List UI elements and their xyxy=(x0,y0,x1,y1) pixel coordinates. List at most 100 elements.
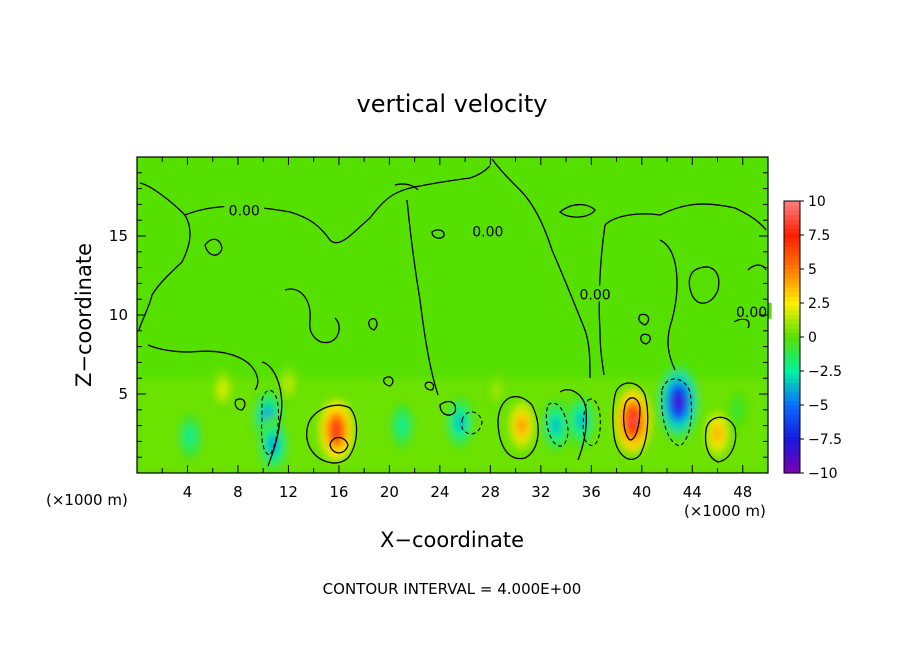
colorbar-label: 2.5 xyxy=(808,296,830,312)
contour-line xyxy=(461,411,483,435)
colorbar-segment xyxy=(784,377,800,383)
colorbar-segment xyxy=(784,341,800,347)
colorbar-segment xyxy=(784,214,800,220)
colorbar-segment xyxy=(784,441,800,447)
x-tick-label: 8 xyxy=(233,483,243,501)
colorbar-segment xyxy=(784,241,800,247)
contour-line xyxy=(368,318,378,331)
colorbar-segment xyxy=(784,432,800,438)
contour-layer xyxy=(138,158,767,467)
x-tick-label: 36 xyxy=(582,483,601,501)
contour-line xyxy=(604,203,767,231)
colorbar-segment xyxy=(784,282,800,288)
colorbar-segment xyxy=(784,264,800,270)
contour-line xyxy=(704,416,737,463)
colorbar-segment xyxy=(784,359,800,365)
x-tick-label: 40 xyxy=(632,483,651,501)
colorbar-label: −5 xyxy=(808,398,829,414)
colorbar-segment xyxy=(784,309,800,315)
x-axis: 4 8 12 16 20 24 28 32 36 40 44 48 xyxy=(161,157,752,501)
contour-line xyxy=(431,229,445,239)
colorbar-segment xyxy=(784,364,800,370)
contour-line xyxy=(491,158,591,379)
x-tick-label: 20 xyxy=(380,483,399,501)
contour-line xyxy=(284,288,340,344)
y-tick-label: 10 xyxy=(109,306,128,324)
colorbar-segment xyxy=(784,395,800,402)
x-tick-label: 12 xyxy=(279,483,298,501)
field-cell xyxy=(458,419,462,426)
contour-line xyxy=(559,389,588,461)
colorbar-segment xyxy=(784,332,800,338)
contour-line xyxy=(406,199,439,396)
colorbar-segment xyxy=(784,318,800,324)
colorbar-segment xyxy=(784,355,800,361)
colorbar-segment xyxy=(784,463,800,470)
colorbar-label: −2.5 xyxy=(808,364,842,380)
chart-title: vertical velocity xyxy=(357,90,548,118)
colorbar-segment xyxy=(784,459,800,465)
contour-line xyxy=(394,183,419,191)
contour-line xyxy=(640,333,651,345)
y-axis: 5 10 15 xyxy=(109,172,768,458)
x-tick-label: 24 xyxy=(430,483,449,501)
field-cell xyxy=(554,422,558,429)
colorbar-segment xyxy=(784,237,800,243)
x-tick-label: 48 xyxy=(733,483,752,501)
colorbar-label: 10 xyxy=(808,194,826,210)
contour-line xyxy=(747,264,767,271)
contour-line xyxy=(424,381,435,391)
x-axis-label: X−coordinate xyxy=(380,528,524,552)
field-cell xyxy=(188,433,192,440)
contour-line xyxy=(497,396,539,460)
colorbar-segment xyxy=(784,468,800,474)
contour-line xyxy=(138,182,191,331)
colorbar-segment xyxy=(784,269,800,275)
contour-labels: 0.00 0.00 0.00 0.00 xyxy=(224,201,772,321)
y-axis-label: Z−coordinate xyxy=(72,243,96,387)
colorbar-segment xyxy=(784,450,800,456)
plot-area: 0.00 0.00 0.00 0.00 xyxy=(136,156,772,474)
x-tick-label: 44 xyxy=(683,483,702,501)
contour-label: 0.00 xyxy=(229,204,260,220)
field-cell xyxy=(675,397,682,407)
colorbar-segment xyxy=(784,259,800,266)
field-cell xyxy=(579,417,584,425)
colorbar-segment xyxy=(784,382,800,388)
contour-line xyxy=(659,239,678,371)
x-unit-left: (×1000 m) xyxy=(46,491,128,509)
contour-line xyxy=(147,344,259,391)
contour-line xyxy=(733,318,750,329)
contour-line xyxy=(260,389,280,456)
contour-label: 0.00 xyxy=(472,224,503,240)
colorbar-segment xyxy=(784,323,800,329)
colorbar-segment xyxy=(784,327,800,334)
x-tick-label: 16 xyxy=(329,483,348,501)
colorbar-label: −7.5 xyxy=(808,432,842,448)
colorbar-segment xyxy=(784,296,800,302)
colorbar-segment xyxy=(784,418,800,424)
colorbar-segment xyxy=(784,454,800,460)
contour-line xyxy=(688,266,720,304)
x-tick-label: 32 xyxy=(531,483,550,501)
x-tick-label: 28 xyxy=(481,483,500,501)
field-cell xyxy=(287,381,290,388)
field-cell xyxy=(495,388,498,394)
colorbar-segment xyxy=(784,205,800,211)
field-cell xyxy=(400,422,404,429)
contour-label-bg xyxy=(575,285,616,302)
field-cell xyxy=(519,421,524,430)
colorbar-segment xyxy=(784,400,800,406)
colorbar-segment xyxy=(784,314,800,320)
contour-line xyxy=(439,400,457,416)
contour-line xyxy=(234,398,246,411)
colorbar-segment xyxy=(784,250,800,256)
contour-line xyxy=(184,165,491,244)
contour-line xyxy=(306,404,358,464)
colorbar-segment xyxy=(784,228,800,234)
colorbar-segment xyxy=(784,337,800,343)
field-cell xyxy=(715,430,720,437)
colorbar-segment xyxy=(784,219,800,225)
colorbar-segment xyxy=(784,405,800,411)
negative-contour-layer xyxy=(260,378,693,456)
